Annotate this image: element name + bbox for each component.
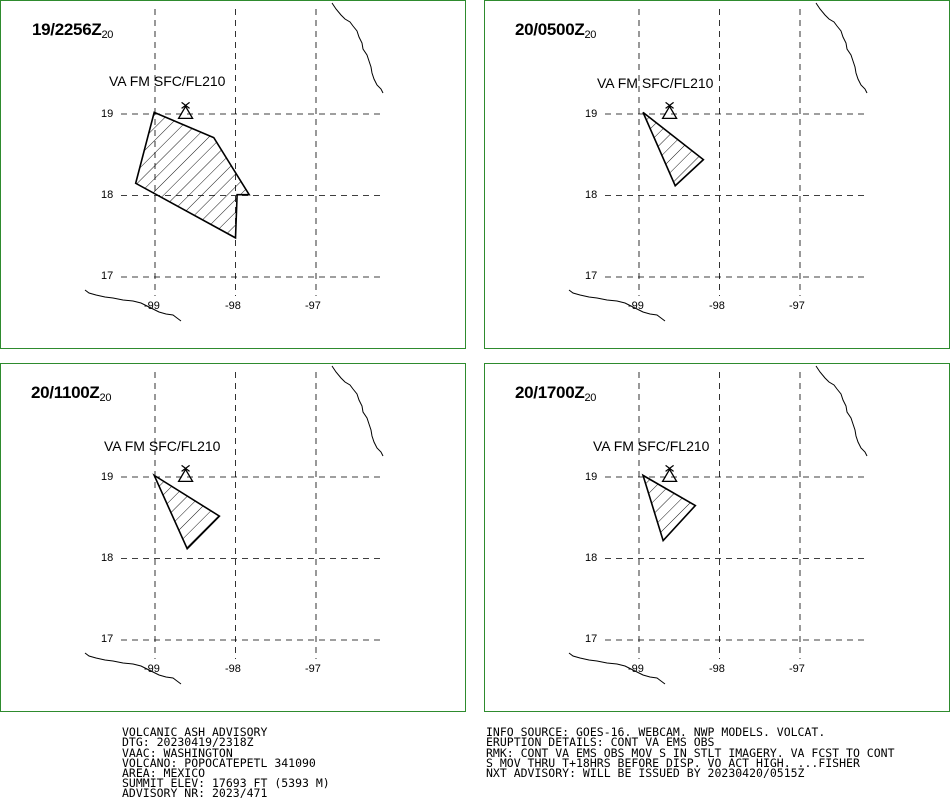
lat-label-18: 18: [101, 552, 114, 564]
advisory-line: SUMMIT ELEV: 17693 FT (5393 M): [122, 776, 330, 791]
advisory-line: AREA: MEXICO: [122, 766, 206, 781]
advisory-line: NXT ADVISORY: WILL BE ISSUED BY 20230420…: [486, 766, 805, 781]
pacific-coastline: [84, 652, 182, 685]
advisory-remarks-block: INFO SOURCE: GOES-16. WEBCAM. NWP MODELS…: [486, 717, 895, 788]
lat-label-18: 18: [101, 189, 114, 201]
volcano-symbol: [177, 101, 194, 120]
map-canvas: [84, 2, 384, 322]
panel-valid-time: 20/0500Z20: [515, 20, 597, 41]
forecast-panel-2: 20/0500Z20 VA FM SFC/FL210 19 18 17 -99 …: [484, 0, 950, 349]
forecast-panel-3: 20/1100Z20 VA FM SFC/FL210 19 18 17 -99 …: [0, 363, 466, 712]
advisory-line: RMK: CONT VA EMS OBS MOV S IN STLT IMAGE…: [486, 745, 895, 760]
advisory-line: VOLCANO: POPOCATEPETL 341090: [122, 755, 316, 770]
lat-label-17: 17: [101, 633, 114, 645]
lon-label-97: -97: [305, 663, 321, 675]
pacific-coastline: [568, 652, 666, 685]
gulf-coastline: [331, 365, 384, 457]
panel-valid-time: 20/1700Z20: [515, 383, 597, 404]
advisory-line: VOLCANIC ASH ADVISORY: [122, 725, 268, 740]
advisory-line: INFO SOURCE: GOES-16. WEBCAM. NWP MODELS…: [486, 725, 826, 740]
lon-label-99: -99: [628, 300, 644, 312]
lon-label-98: -98: [225, 663, 241, 675]
forecast-panel-1: 19/2256Z20 VA FM SFC/FL210 19 18 17 -99 …: [0, 0, 466, 349]
lon-label-98: -98: [709, 300, 725, 312]
advisory-line: ERUPTION DETAILS: CONT VA EMS OBS: [486, 735, 715, 750]
advisory-line: ADVISORY NR: 2023/471: [122, 786, 268, 801]
pacific-coastline: [568, 289, 666, 322]
lat-label-18: 18: [585, 189, 598, 201]
volcano-symbol: [177, 464, 194, 483]
volcano-symbol: [661, 464, 678, 483]
ash-cloud-polygon: [641, 473, 697, 543]
lat-label-17: 17: [585, 633, 598, 645]
ash-cloud-polygon: [134, 111, 251, 240]
lon-label-99: -99: [144, 663, 160, 675]
ash-cloud-polygon: [152, 473, 221, 551]
advisory-line: VAAC: WASHINGTON: [122, 745, 233, 760]
map-canvas: [84, 365, 384, 685]
lat-label-17: 17: [101, 270, 114, 282]
lat-label-19: 19: [101, 108, 114, 120]
panel-valid-time: 19/2256Z20: [32, 20, 114, 41]
lon-label-99: -99: [144, 300, 160, 312]
lat-label-19: 19: [585, 471, 598, 483]
gulf-coastline: [815, 365, 868, 457]
gulf-coastline: [331, 2, 384, 94]
lat-label-19: 19: [101, 471, 114, 483]
advisory-line: S MOV THRU T+18HRS BEFORE DISP. VO ACT H…: [486, 755, 860, 770]
volcano-symbol: [661, 101, 678, 120]
lat-label-19: 19: [585, 108, 598, 120]
pacific-coastline: [84, 289, 182, 322]
lon-label-97: -97: [789, 300, 805, 312]
lat-label-17: 17: [585, 270, 598, 282]
ash-level-label: VA FM SFC/FL210: [104, 438, 221, 454]
lon-label-98: -98: [225, 300, 241, 312]
lon-label-99: -99: [628, 663, 644, 675]
advisory-line: DTG: 20230419/2318Z: [122, 735, 254, 750]
ash-level-label: VA FM SFC/FL210: [593, 438, 710, 454]
lat-label-18: 18: [585, 552, 598, 564]
panel-valid-time: 20/1100Z20: [31, 383, 112, 404]
map-canvas: [568, 2, 868, 322]
advisory-header-block: VOLCANIC ASH ADVISORY DTG: 20230419/2318Z…: [122, 717, 330, 809]
lon-label-97: -97: [789, 663, 805, 675]
lon-label-97: -97: [305, 300, 321, 312]
ash-level-label: VA FM SFC/FL210: [597, 75, 714, 91]
gulf-coastline: [815, 2, 868, 94]
ash-cloud-polygon: [642, 111, 705, 188]
forecast-panel-4: 20/1700Z20 VA FM SFC/FL210 19 18 17 -99 …: [484, 363, 950, 712]
map-canvas: [568, 365, 868, 685]
lon-label-98: -98: [709, 663, 725, 675]
ash-level-label: VA FM SFC/FL210: [109, 73, 226, 89]
